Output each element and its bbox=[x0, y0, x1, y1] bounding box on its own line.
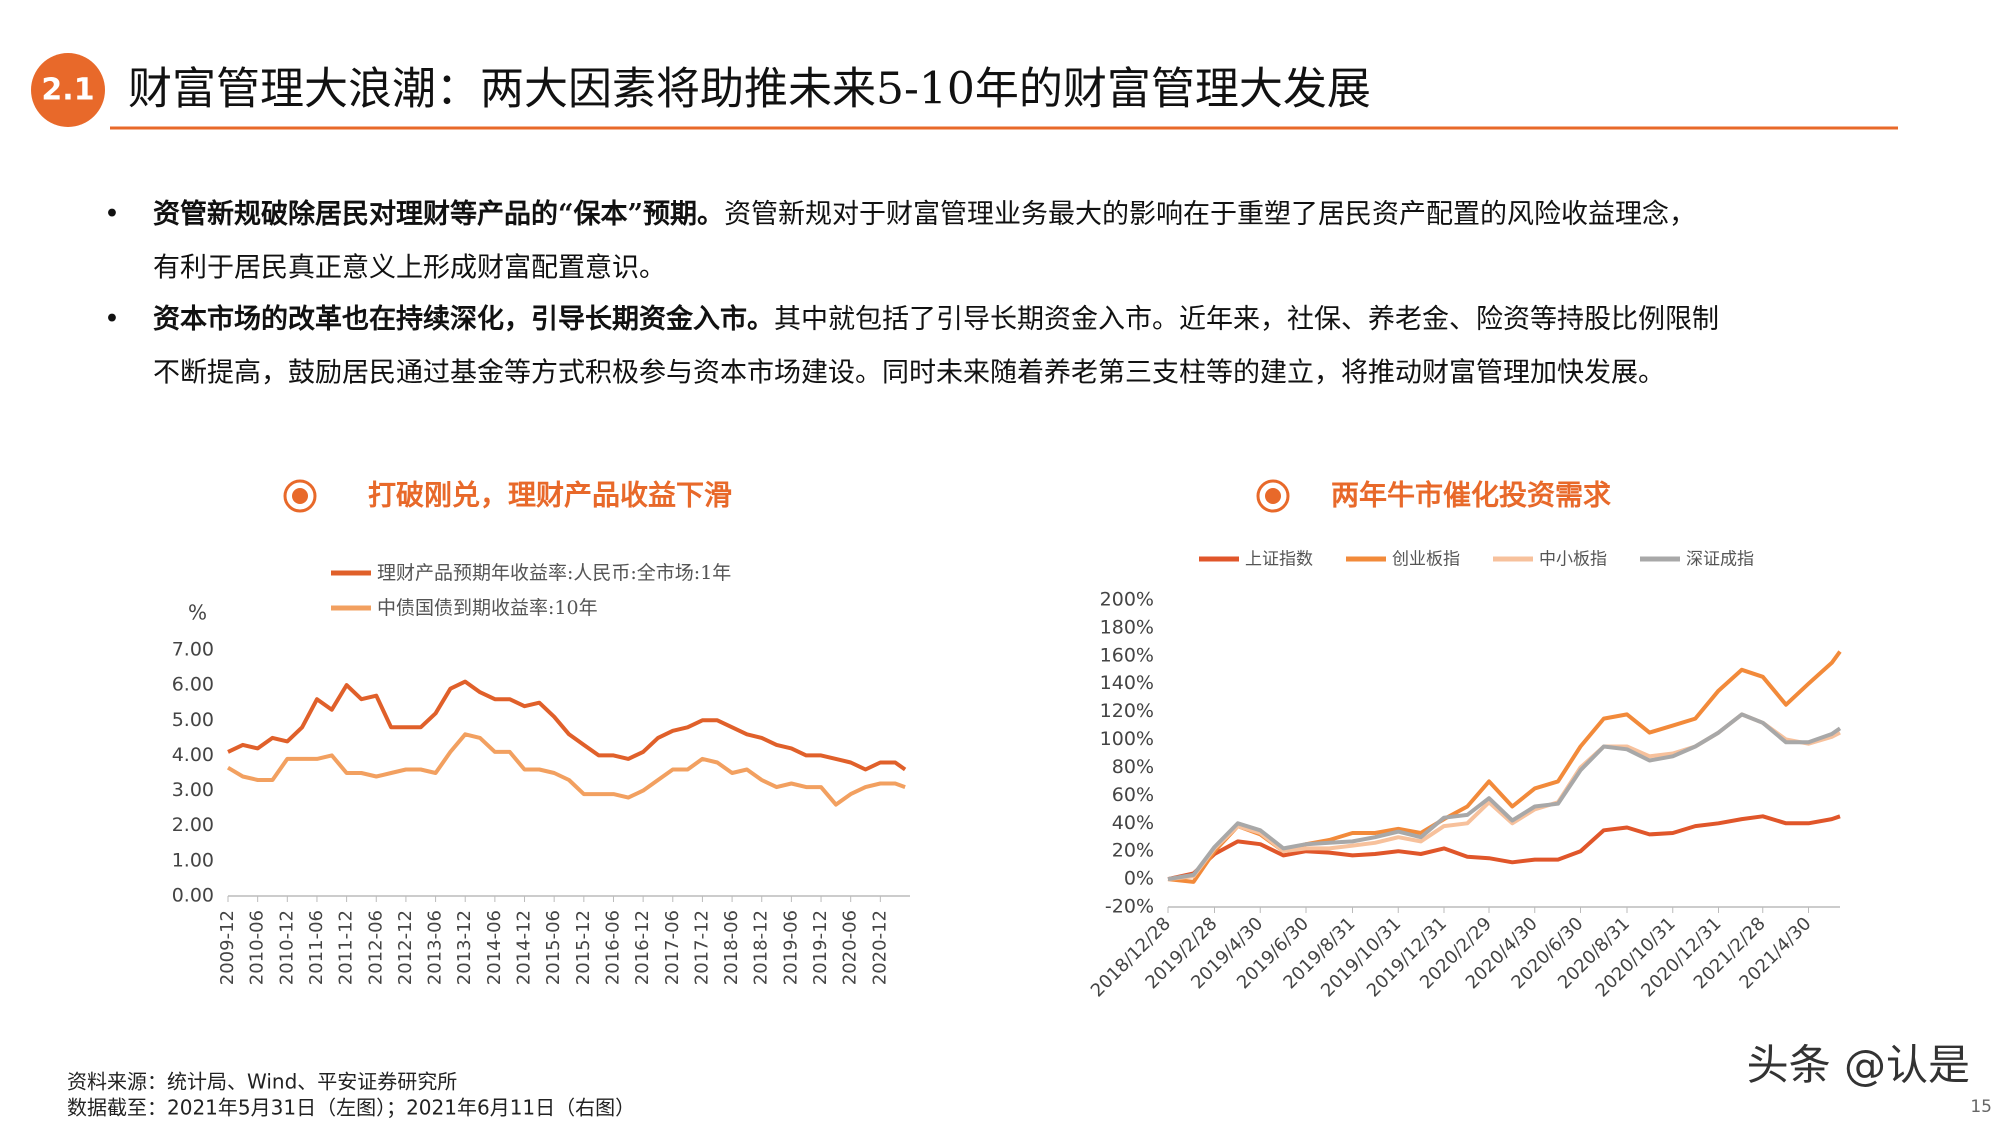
x-tick-label: 2018-06 bbox=[721, 910, 742, 985]
source-note: 资料来源：统计局、Wind、平安证券研究所 bbox=[67, 1070, 457, 1094]
bullet-dot: • bbox=[104, 199, 120, 230]
watermark: 头条 @认是 bbox=[1747, 1041, 1970, 1090]
y-tick-label: 60% bbox=[1112, 784, 1154, 806]
date-note: 数据截至：2021年5月31日（左图）；2021年6月11日（右图） bbox=[67, 1096, 635, 1120]
x-tick-label: 2020-12 bbox=[869, 910, 890, 985]
y-axis-label: % bbox=[188, 601, 207, 625]
y-tick-label: 140% bbox=[1100, 672, 1154, 694]
y-tick-label: 100% bbox=[1100, 728, 1154, 750]
y-tick-label: 200% bbox=[1100, 589, 1154, 611]
y-tick-label: 4.00 bbox=[172, 744, 214, 766]
x-tick-label: 2017-06 bbox=[662, 910, 683, 985]
title-icon bbox=[283, 479, 317, 513]
y-tick-label: 180% bbox=[1100, 616, 1154, 638]
x-tick-label: 2014-12 bbox=[514, 910, 535, 985]
y-tick-label: 160% bbox=[1100, 644, 1154, 666]
x-tick-label: 2013-12 bbox=[454, 910, 475, 985]
bullet-line: 资管新规破除居民对理财等产品的“保本”预期。资管新规对于财富管理业务最大的影响在… bbox=[153, 198, 1696, 230]
x-tick-label: 2016-06 bbox=[602, 910, 623, 985]
legend-label: 中债国债到期收益率:10年 bbox=[377, 597, 598, 619]
y-tick-label: 0.00 bbox=[172, 885, 214, 907]
y-tick-label: 2.00 bbox=[172, 814, 214, 836]
series-line bbox=[1167, 814, 1841, 882]
x-tick-label: 2018-12 bbox=[751, 910, 772, 985]
x-tick-label: 2010-06 bbox=[247, 910, 268, 985]
y-tick-label: 20% bbox=[1112, 840, 1154, 862]
y-tick-label: 0% bbox=[1124, 868, 1154, 890]
series-line bbox=[227, 679, 907, 772]
y-tick-label: 7.00 bbox=[172, 639, 214, 661]
x-tick-label: 2014-06 bbox=[484, 910, 505, 985]
y-tick-label: 120% bbox=[1100, 700, 1154, 722]
bullet-bold: 资本市场的改革也在持续深化，引导长期资金入市。 bbox=[153, 303, 774, 335]
x-tick-label: 2010-12 bbox=[276, 910, 297, 985]
slide-title: 财富管理大浪潮：两大因素将助推未来5-10年的财富管理大发展 bbox=[128, 64, 1371, 115]
x-tick-label: 2016-12 bbox=[632, 910, 653, 985]
bullet-dot: • bbox=[104, 304, 120, 335]
title-icon bbox=[1256, 479, 1290, 513]
y-tick-label: 6.00 bbox=[172, 674, 214, 696]
x-tick-label: 2013-06 bbox=[425, 910, 446, 985]
x-tick-label: 2020-06 bbox=[840, 910, 861, 985]
y-tick-label: 3.00 bbox=[172, 779, 214, 801]
y-tick-label: -20% bbox=[1105, 896, 1154, 918]
bullet-bold: 资管新规破除居民对理财等产品的“保本”预期。 bbox=[153, 198, 724, 230]
bullet-text: 有利于居民真正意义上形成财富配置意识。 bbox=[153, 253, 666, 284]
chart-title: 打破刚兑，理财产品收益下滑 bbox=[368, 479, 732, 512]
y-tick-label: 5.00 bbox=[172, 709, 214, 731]
y-tick-label: 40% bbox=[1112, 812, 1154, 834]
x-tick-label: 2019-06 bbox=[780, 910, 801, 985]
x-tick-label: 2012-06 bbox=[365, 910, 386, 985]
legend-label: 深证成指 bbox=[1686, 550, 1754, 570]
bullet-line: 资本市场的改革也在持续深化，引导长期资金入市。其中就包括了引导长期资金入市。近年… bbox=[153, 303, 1719, 335]
x-tick-label: 2012-12 bbox=[395, 910, 416, 985]
chart-title: 两年牛市催化投资需求 bbox=[1331, 479, 1611, 512]
bullet-text: 资管新规对于财富管理业务最大的影响在于重塑了居民资产配置的风险收益理念， bbox=[724, 199, 1696, 230]
bullets: • 资管新规破除居民对理财等产品的“保本”预期。资管新规对于财富管理业务最大的影… bbox=[104, 198, 1719, 389]
y-tick-label: 1.00 bbox=[172, 849, 214, 871]
x-tick-label: 2017-12 bbox=[691, 910, 712, 985]
legend-label: 创业板指 bbox=[1392, 550, 1460, 570]
x-tick-label: 2019-12 bbox=[810, 910, 831, 985]
x-tick-label: 2015-12 bbox=[573, 910, 594, 985]
legend-label: 上证指数 bbox=[1245, 550, 1313, 570]
series-line bbox=[1167, 712, 1842, 882]
x-tick-label: 2015-06 bbox=[543, 910, 564, 985]
x-tick-label: 2009-12 bbox=[217, 910, 238, 985]
y-tick-label: 80% bbox=[1112, 756, 1154, 778]
page-number: 15 bbox=[1970, 1097, 1992, 1117]
legend-label: 中小板指 bbox=[1539, 550, 1607, 570]
bullet-text: 其中就包括了引导长期资金入市。近年来，社保、养老金、险资等持股比例限制 bbox=[774, 304, 1719, 335]
x-tick-label: 2011-12 bbox=[336, 910, 357, 985]
legend-label: 理财产品预期年收益率:人民币:全市场:1年 bbox=[377, 562, 731, 584]
x-tick-label: 2011-06 bbox=[306, 910, 327, 985]
series-line bbox=[226, 732, 906, 807]
bullet-text: 不断提高，鼓励居民通过基金等方式积极参与资本市场建设。同时未来随着养老第三支柱等… bbox=[153, 358, 1665, 389]
section-badge bbox=[31, 53, 105, 127]
section-number: 2.1 bbox=[41, 73, 94, 108]
